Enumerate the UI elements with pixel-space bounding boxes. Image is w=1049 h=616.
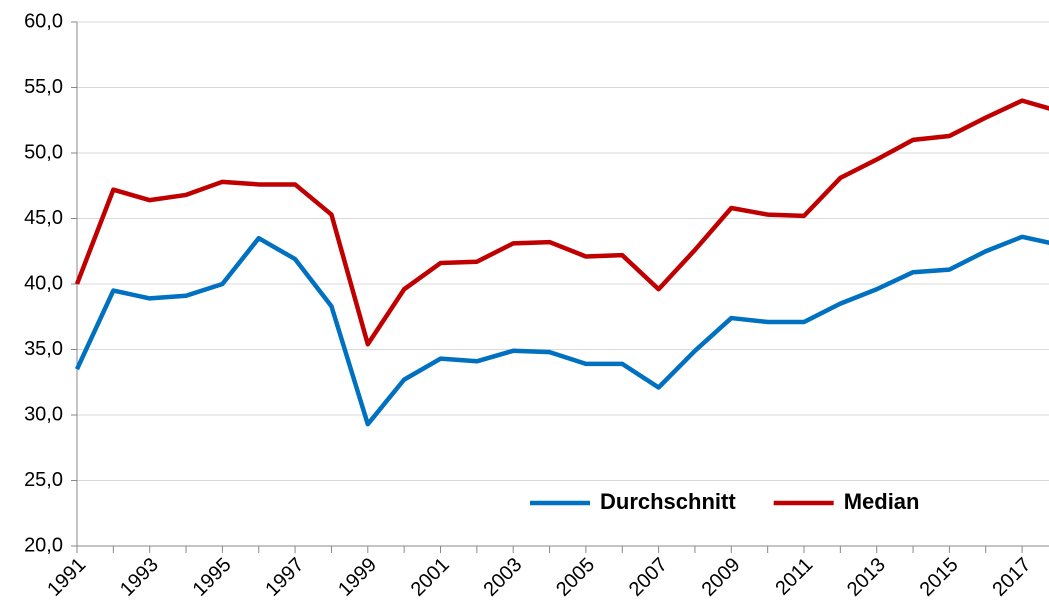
x-tick-label: 2017 xyxy=(988,554,1035,601)
data-line xyxy=(74,234,1049,427)
x-tick-label: 1993 xyxy=(116,554,163,601)
x-tick-label: 1999 xyxy=(334,554,381,601)
x-tick-label: 2005 xyxy=(552,554,599,601)
x-tick-label: 2009 xyxy=(698,554,745,601)
y-tick-label: 20,0 xyxy=(24,534,63,556)
data-line xyxy=(74,98,1049,347)
x-tick-label: 2015 xyxy=(916,554,963,601)
x-tick-label: 1995 xyxy=(189,554,236,601)
x-tick-label: 2003 xyxy=(479,554,526,601)
y-tick-label: 45,0 xyxy=(24,207,63,229)
legend-label: Durchschnitt xyxy=(600,489,736,514)
x-tick-label: 2007 xyxy=(625,554,672,601)
y-tick-label: 50,0 xyxy=(24,141,63,163)
y-tick-label: 60,0 xyxy=(24,10,63,32)
y-tick-label: 30,0 xyxy=(24,403,63,425)
y-tick-label: 35,0 xyxy=(24,338,63,360)
x-tick-label: 2011 xyxy=(771,554,817,600)
x-tick-label: 1991 xyxy=(43,554,90,601)
x-tick-label: 2013 xyxy=(843,554,890,601)
legend-label: Median xyxy=(844,489,920,514)
x-tick-label: 1997 xyxy=(261,554,308,601)
y-tick-label: 55,0 xyxy=(24,76,63,98)
y-tick-label: 40,0 xyxy=(24,272,63,294)
x-tick-label: 2001 xyxy=(407,554,454,601)
y-tick-label: 25,0 xyxy=(24,469,63,491)
